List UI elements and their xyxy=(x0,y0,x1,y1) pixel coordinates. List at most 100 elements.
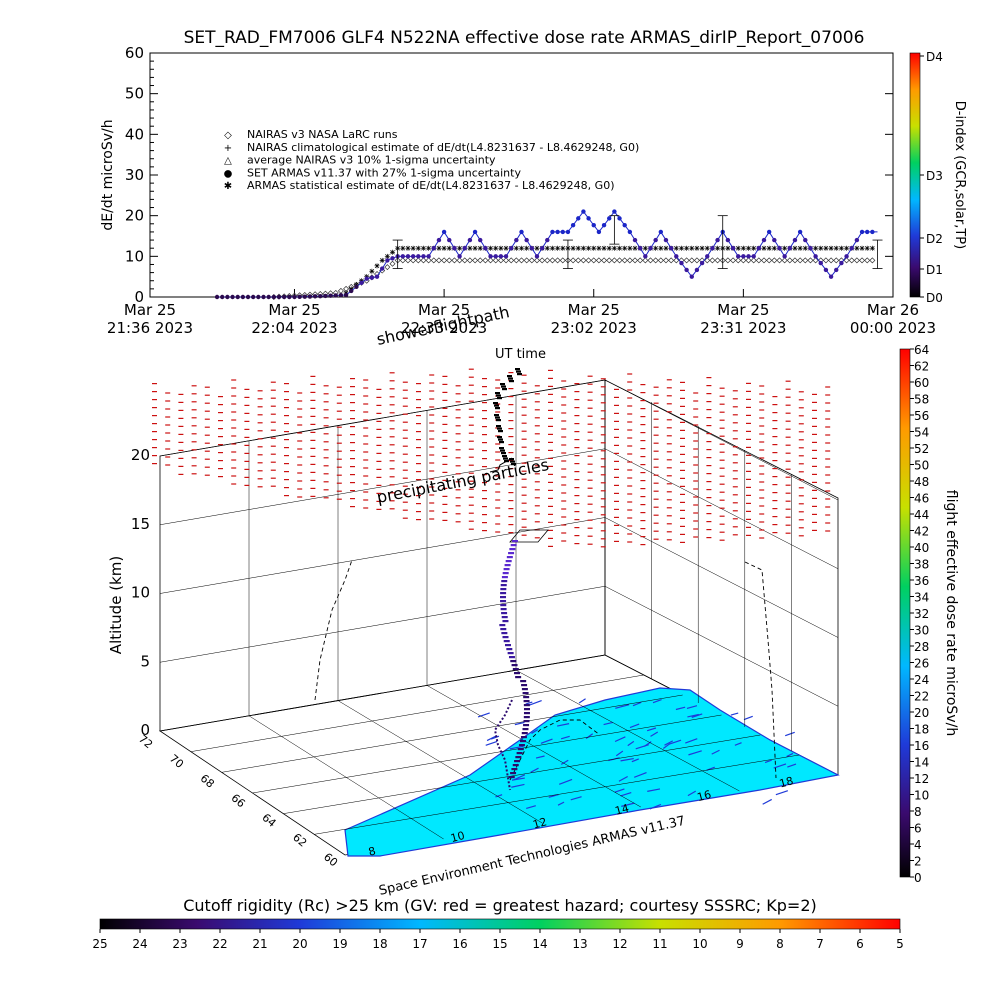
armas-statistical-point xyxy=(864,245,870,251)
wall-shadow-back xyxy=(314,559,353,701)
coast-segment xyxy=(743,715,753,721)
nairas-point xyxy=(745,257,752,264)
armas-statistical-point xyxy=(859,245,865,251)
armas-statistical-point xyxy=(658,245,664,251)
armas-statistical-point xyxy=(663,245,669,251)
set-armas-point xyxy=(839,260,844,266)
set-armas-point xyxy=(281,294,287,300)
armas-statistical-point xyxy=(813,245,819,251)
flight-point-high xyxy=(511,463,516,466)
set-armas-point xyxy=(854,237,860,243)
set-armas-point xyxy=(699,260,705,266)
set-armas-point xyxy=(684,267,689,273)
altitude-gridline xyxy=(159,586,606,663)
nairas-point xyxy=(853,257,860,264)
set-armas-point xyxy=(803,237,808,243)
x-tick-label-time: 00:00 2023 xyxy=(850,319,936,337)
coast-segment xyxy=(614,788,625,793)
set-armas-point xyxy=(797,229,803,235)
timeseries-marks xyxy=(214,209,883,300)
cutoff-tick-label: 16 xyxy=(452,937,467,951)
set-armas-point xyxy=(653,237,658,243)
flight-point-high xyxy=(497,397,502,400)
set-armas-point xyxy=(710,246,715,251)
dose-tick-label: 10 xyxy=(914,789,929,803)
floor-gridline xyxy=(190,674,644,752)
nairas-point xyxy=(709,257,716,264)
armas-statistical-point xyxy=(534,245,540,251)
armas-statistical-point xyxy=(869,245,875,251)
flight-point xyxy=(502,572,509,575)
flight-point xyxy=(515,756,522,759)
nairas-point xyxy=(585,257,592,264)
coast-segment xyxy=(559,778,573,785)
set-armas-point xyxy=(220,294,225,300)
nairas-point xyxy=(337,287,344,294)
dose-tick-label: 56 xyxy=(914,409,929,423)
y-tick-label: 0 xyxy=(134,288,144,306)
set-armas-point xyxy=(586,216,591,221)
flight-point xyxy=(505,560,512,563)
dose-tick-label: 16 xyxy=(914,739,929,753)
dose-tick-label: 8 xyxy=(914,805,922,819)
cutoff-tick-label: 25 xyxy=(92,937,107,951)
chart-title: SET_RAD_FM7006 GLF4 N522NA effective dos… xyxy=(184,28,865,48)
x-tick-label-time: 21:36 2023 xyxy=(107,319,193,337)
armas-statistical-point xyxy=(575,245,581,251)
flight-point xyxy=(500,596,507,599)
coast-segment xyxy=(495,794,503,798)
x-tick-label-date: Mar 25 xyxy=(568,301,620,319)
set-armas-point xyxy=(276,294,282,300)
armas-statistical-point xyxy=(746,245,752,251)
nairas-point xyxy=(869,257,876,264)
flight-point xyxy=(510,660,517,663)
flight-point xyxy=(501,576,508,579)
flight-point xyxy=(512,668,519,671)
set-armas-point xyxy=(410,254,416,259)
floor-gridline xyxy=(337,700,543,824)
nairas-point xyxy=(559,257,566,264)
coast-segment xyxy=(530,767,539,773)
coast-segment xyxy=(526,805,536,809)
y-tick-label: 40 xyxy=(125,125,144,143)
nairas-point xyxy=(797,257,804,264)
armas-statistical-point xyxy=(379,257,385,263)
dose-tick-label: 4 xyxy=(914,838,922,852)
armas-statistical-point xyxy=(833,245,839,251)
set-armas-point xyxy=(694,267,700,273)
set-armas-point xyxy=(354,284,359,290)
nairas-point xyxy=(621,257,628,264)
armas-statistical-point xyxy=(560,245,566,251)
nairas-point xyxy=(668,257,675,264)
set-armas-point xyxy=(612,209,617,214)
set-armas-point xyxy=(637,246,643,251)
nairas-point xyxy=(637,257,644,264)
set-armas-point xyxy=(379,266,385,271)
nairas-point xyxy=(492,257,499,264)
armas-statistical-point xyxy=(766,245,772,251)
armas-statistical-point xyxy=(498,245,504,251)
armas-statistical-point xyxy=(771,245,777,251)
latitude-tick-label: 64 xyxy=(259,811,278,830)
coast-segment xyxy=(615,704,630,709)
legend-label: NAIRAS climatological estimate of dE/dt(… xyxy=(247,141,639,154)
nairas-point xyxy=(843,257,850,264)
coast-segment xyxy=(570,796,582,801)
armas-statistical-point xyxy=(390,249,396,255)
flight-point-high xyxy=(501,385,506,388)
armas-statistical-point xyxy=(415,245,421,251)
x-tick-label-date: Mar 25 xyxy=(268,301,320,319)
flight-point xyxy=(500,608,507,611)
altitude-tick-label: 15 xyxy=(131,515,150,533)
set-armas-point xyxy=(761,237,767,243)
tropopause-marker xyxy=(509,529,549,543)
nairas-point xyxy=(750,257,757,264)
nairas-point xyxy=(399,257,406,264)
x-tick-label-date: Mar 26 xyxy=(867,301,919,319)
x-tick-label-date: Mar 25 xyxy=(717,301,769,319)
nairas-point xyxy=(828,257,835,264)
dose-tick-label: 32 xyxy=(914,607,929,621)
coast-segment xyxy=(620,791,632,797)
coast-segment xyxy=(711,749,720,755)
coast-segment xyxy=(647,788,661,792)
